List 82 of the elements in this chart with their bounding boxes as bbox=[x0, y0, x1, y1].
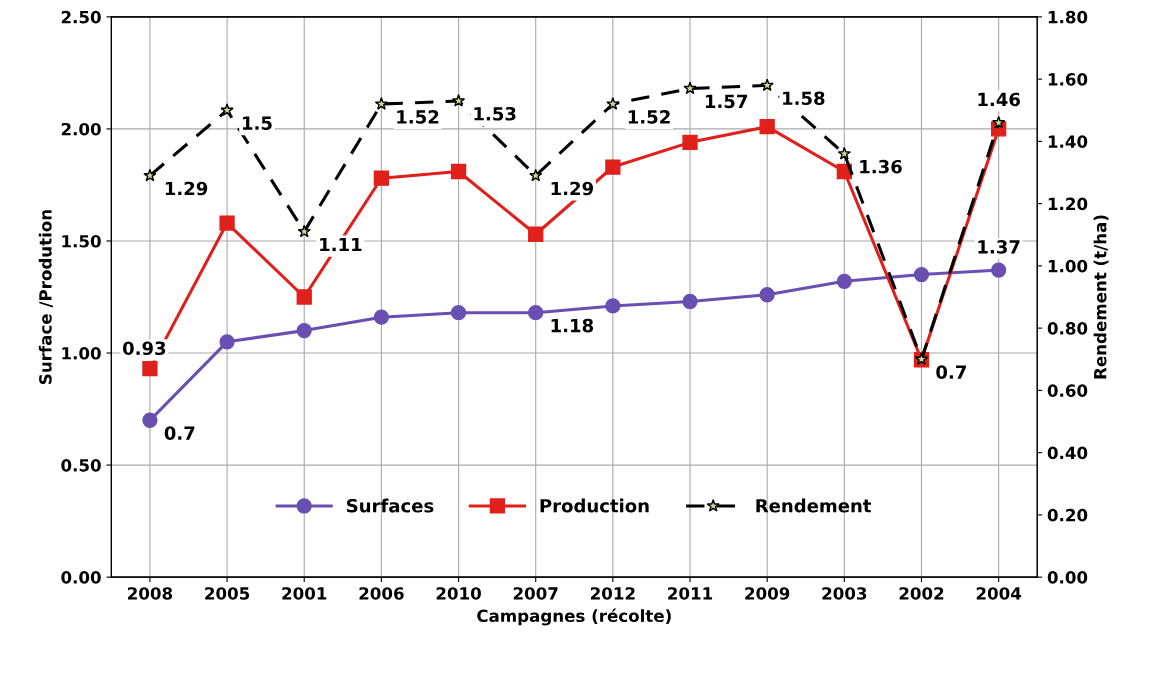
y2-tick-label: 0.60 bbox=[1047, 384, 1088, 397]
data-label: 1.58 bbox=[783, 91, 825, 106]
data-label: 1.57 bbox=[705, 94, 748, 109]
point bbox=[605, 159, 621, 175]
point bbox=[760, 78, 774, 92]
y-tick-label: 1.00 bbox=[62, 346, 101, 360]
y2-tick-label: 0.40 bbox=[1047, 446, 1088, 460]
point bbox=[913, 266, 930, 283]
point bbox=[296, 289, 312, 305]
data-label: 1.46 bbox=[978, 92, 1020, 107]
x-tick-label: 2003 bbox=[822, 587, 867, 600]
y2-axis-title: Rendement (t/ha) bbox=[1093, 215, 1109, 379]
data-label: 1.36 bbox=[860, 159, 902, 174]
x-tick-label: 2011 bbox=[668, 587, 713, 600]
point bbox=[374, 97, 389, 110]
point bbox=[297, 224, 311, 238]
point bbox=[528, 226, 544, 242]
data-label: 1.52 bbox=[628, 110, 670, 124]
y2-tick-label: 1.00 bbox=[1048, 259, 1088, 273]
y2-tick-label: 0.00 bbox=[1047, 571, 1088, 584]
point bbox=[220, 103, 234, 117]
data-label: 1.52 bbox=[397, 110, 439, 124]
x-tick-label: 2012 bbox=[590, 587, 635, 600]
x-tick-label: 2007 bbox=[513, 587, 558, 600]
y-tick-label: 2.50 bbox=[61, 10, 101, 24]
x-tick-label: 2001 bbox=[282, 587, 327, 600]
point bbox=[450, 163, 467, 180]
y-axis-title: Surface /Prodution bbox=[38, 210, 54, 384]
point bbox=[529, 168, 543, 182]
y2-tick-label: 1.20 bbox=[1048, 197, 1088, 211]
point bbox=[759, 119, 775, 135]
y-tick-label: 0.00 bbox=[61, 571, 101, 584]
legend-label: Surfaces bbox=[347, 498, 434, 513]
point bbox=[682, 134, 698, 151]
point bbox=[605, 298, 621, 314]
data-label: 0.7 bbox=[164, 426, 195, 440]
data-label: 1.18 bbox=[551, 318, 594, 333]
data-label: 1.29 bbox=[165, 181, 208, 196]
point bbox=[219, 215, 235, 231]
x-tick-label: 2008 bbox=[128, 587, 173, 600]
x-tick-label: 2006 bbox=[359, 587, 404, 600]
data-label: 1.37 bbox=[978, 240, 1020, 254]
point bbox=[836, 273, 852, 289]
data-label: 0.93 bbox=[122, 341, 166, 356]
x-tick-label: 2009 bbox=[745, 587, 790, 600]
point bbox=[142, 361, 158, 377]
point bbox=[991, 262, 1007, 278]
data-label: 1.11 bbox=[320, 237, 362, 252]
x-tick-label: 2005 bbox=[205, 587, 250, 600]
point bbox=[296, 322, 312, 339]
point bbox=[142, 412, 158, 428]
point bbox=[373, 170, 390, 186]
legend-label: Rendement bbox=[756, 498, 872, 513]
y2-tick-label: 1.80 bbox=[1048, 10, 1088, 24]
data-label: 0.7 bbox=[936, 365, 966, 379]
legend-label: Production bbox=[540, 498, 649, 513]
x-tick-label: 2004 bbox=[976, 587, 1022, 600]
point bbox=[837, 146, 851, 160]
y2-tick-label: 1.60 bbox=[1048, 73, 1088, 86]
x-tick-label: 2010 bbox=[436, 587, 481, 600]
point bbox=[759, 287, 775, 303]
point bbox=[373, 309, 390, 325]
point bbox=[451, 93, 466, 107]
point bbox=[683, 81, 697, 95]
y2-tick-label: 1.40 bbox=[1048, 135, 1088, 148]
y-tick-label: 2.00 bbox=[61, 122, 101, 136]
y-tick-label: 0.50 bbox=[61, 459, 101, 472]
y2-tick-label: 0.20 bbox=[1047, 508, 1088, 522]
data-label: 1.53 bbox=[474, 106, 516, 121]
data-label: 1.29 bbox=[551, 181, 593, 196]
x-tick-label: 2002 bbox=[899, 587, 944, 600]
point bbox=[992, 115, 1006, 129]
data-label: 1.5 bbox=[243, 116, 272, 130]
y-tick-label: 1.50 bbox=[62, 234, 101, 248]
point bbox=[682, 293, 698, 310]
point bbox=[528, 305, 544, 321]
x-axis-title: Campagnes (récolte) bbox=[477, 608, 671, 626]
y2-tick-label: 0.80 bbox=[1047, 322, 1088, 335]
point bbox=[143, 168, 157, 182]
point bbox=[219, 334, 235, 350]
point bbox=[450, 305, 467, 321]
point bbox=[606, 97, 620, 110]
